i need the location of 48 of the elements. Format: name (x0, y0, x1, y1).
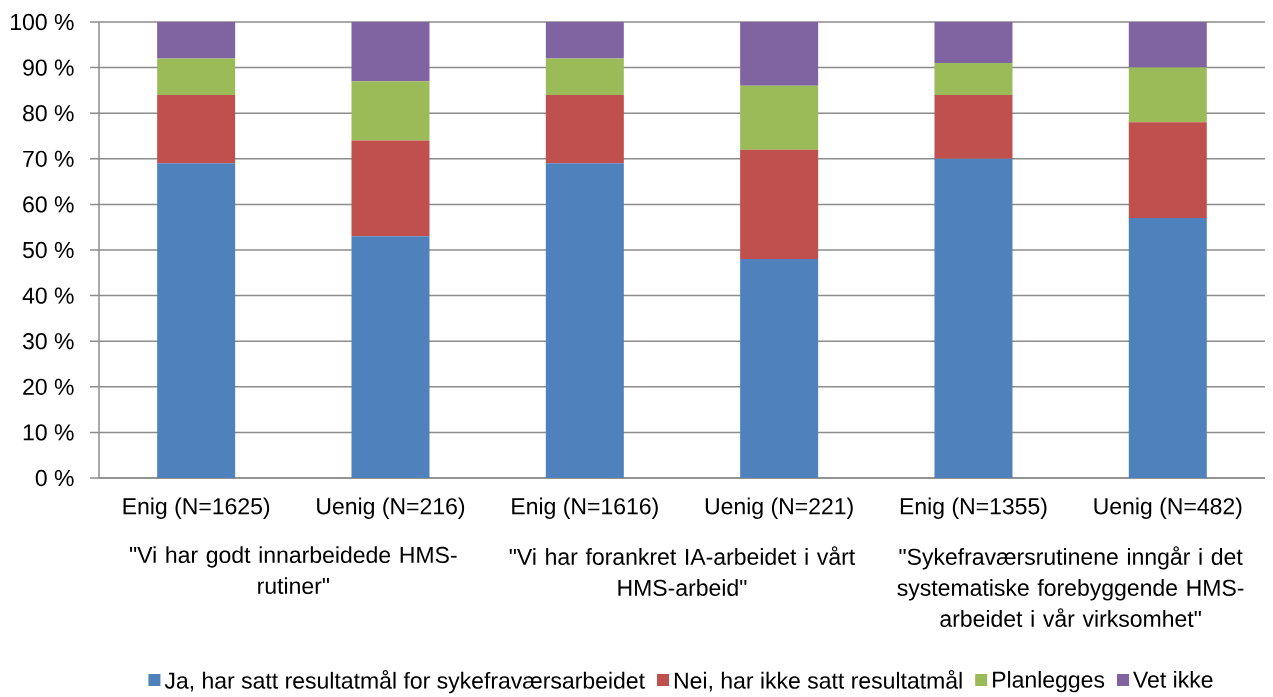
x-tick-label: Enig (N=1355) (900, 497, 1047, 519)
x-tick-label: Uenig (N=216) (317, 497, 465, 519)
bar (740, 85, 819, 150)
bar (740, 149, 819, 260)
y-tick-label: 50 % (22, 241, 74, 259)
bar (157, 94, 236, 164)
bar (545, 94, 624, 164)
bar (545, 22, 624, 59)
bar (157, 22, 236, 59)
x-tick-label: Enig (N=1625) (123, 497, 270, 519)
bar (740, 22, 819, 86)
y-tick-label: 10 % (23, 424, 74, 441)
bar (351, 140, 430, 237)
bar (934, 94, 1013, 159)
y-tick-label: 30 % (22, 333, 74, 350)
y-tick-label: 80 % (23, 105, 74, 122)
legend-label: Nei, har ikke satt resultatmål (674, 669, 962, 692)
y-tick-label: 70 % (23, 150, 74, 167)
y-tick-label: 20 % (23, 378, 74, 395)
x-tick-label: Uenig (N=221) (705, 497, 853, 519)
bar (157, 163, 236, 478)
y-tick-label: 0 % (35, 469, 74, 487)
x-tick-label: Enig (N=1616) (512, 497, 658, 519)
legend-label: Ja, har satt resultatmål for sykefraværsarbeidet (164, 669, 645, 694)
y-tick-label: 100 % (11, 13, 74, 31)
bar (740, 259, 819, 478)
y-tick-label: 90 % (23, 59, 74, 76)
x-tick-label: Uenig (N=482) (1094, 497, 1242, 519)
legend-label: Vet ikke (1133, 670, 1213, 688)
bar (351, 236, 430, 478)
bar (545, 163, 624, 478)
y-tick-label: 60 % (23, 196, 74, 213)
text: "Vi har godt innarbeidede HMS-rutiner" (129, 546, 457, 595)
text: "Sykefraværsrutinene inngår i det systematiske forebyggende HMS-arbeidet i vår virksomhet" (897, 546, 1244, 627)
bar (1128, 122, 1207, 219)
bar (934, 63, 1013, 95)
bar (934, 22, 1013, 64)
bar (351, 22, 430, 82)
bar (157, 58, 236, 95)
bar (934, 158, 1013, 478)
bar (1128, 218, 1207, 478)
bar (545, 58, 624, 95)
bar (351, 81, 430, 141)
legend-label: Planlegges (993, 670, 1105, 693)
bar (1128, 22, 1207, 68)
bar (1128, 67, 1207, 123)
y-tick-label: 40 % (22, 287, 74, 304)
text: "Vi har forankret IA-arbeidet i vårt HMS-arbeid" (509, 546, 855, 596)
